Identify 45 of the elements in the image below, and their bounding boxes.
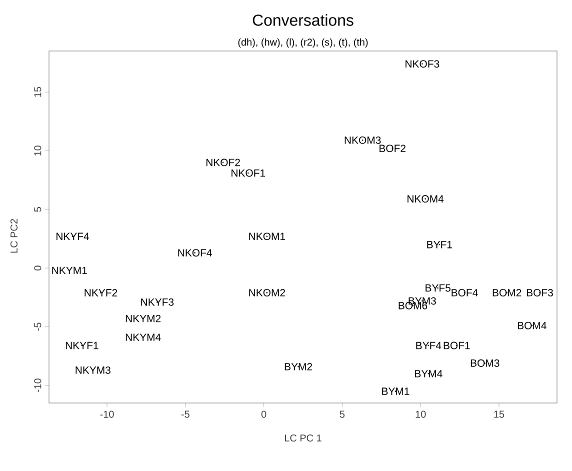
data-label: BYM1	[382, 388, 410, 395]
chart-title: Conversations	[252, 14, 354, 26]
data-label: NKOM2	[249, 289, 286, 296]
x-tick-label: -10	[100, 410, 114, 418]
data-label: BOM4	[518, 322, 546, 330]
chart-subtitle: (dh), (hw), (l), (r2), (s), (t), (th)	[238, 38, 368, 48]
y-axis-title: LC PC2	[10, 219, 18, 253]
data-label: BYM2	[284, 362, 312, 370]
data-label: NKYM1	[52, 266, 87, 274]
data-label: NKYF4	[56, 232, 90, 240]
data-label: BOM3	[470, 359, 500, 367]
y-tick-label: -10	[34, 378, 42, 392]
data-label: NKOF1	[232, 169, 266, 177]
data-label: NKOF4	[178, 249, 212, 257]
y-tick-label: 10	[34, 146, 42, 156]
y-tick-label: -5	[34, 322, 42, 331]
x-tick-label: 0	[261, 410, 266, 418]
data-label: NKOM1	[249, 232, 286, 240]
data-label: BYF4	[416, 342, 442, 350]
data-label: BOF1	[444, 342, 470, 350]
data-label: NKOM3	[344, 136, 381, 144]
x-tick-label: -5	[181, 410, 190, 418]
x-axis-title: LC PC 1	[284, 434, 322, 442]
data-label: BYF1	[427, 241, 452, 248]
data-label: BYM4	[415, 370, 442, 378]
x-tick-label: 5	[340, 410, 345, 418]
y-tick-label: 15	[34, 86, 42, 97]
data-label: NKYM3	[76, 366, 110, 374]
data-label: NKOF3	[406, 60, 440, 68]
data-label: BOF2	[380, 144, 406, 152]
y-tick-label: 0	[34, 266, 42, 270]
y-tick-label: 5	[34, 207, 42, 212]
x-tick-label: 15	[494, 410, 504, 418]
data-label: NKYM4	[126, 334, 161, 341]
data-label: NKYM2	[126, 314, 161, 322]
data-label: NKYF1	[66, 342, 98, 350]
data-label: NKYF2	[84, 289, 118, 296]
data-label: NKOF2	[206, 158, 240, 166]
data-label: BOF3	[526, 289, 553, 296]
data-label: BYF5	[426, 284, 450, 292]
data-label: NKOM4	[408, 195, 444, 203]
data-label: NKYF3	[141, 298, 174, 306]
data-label: BOF4	[452, 289, 478, 296]
data-label: BOM2	[492, 289, 522, 296]
x-tick-label: 10	[416, 410, 426, 418]
